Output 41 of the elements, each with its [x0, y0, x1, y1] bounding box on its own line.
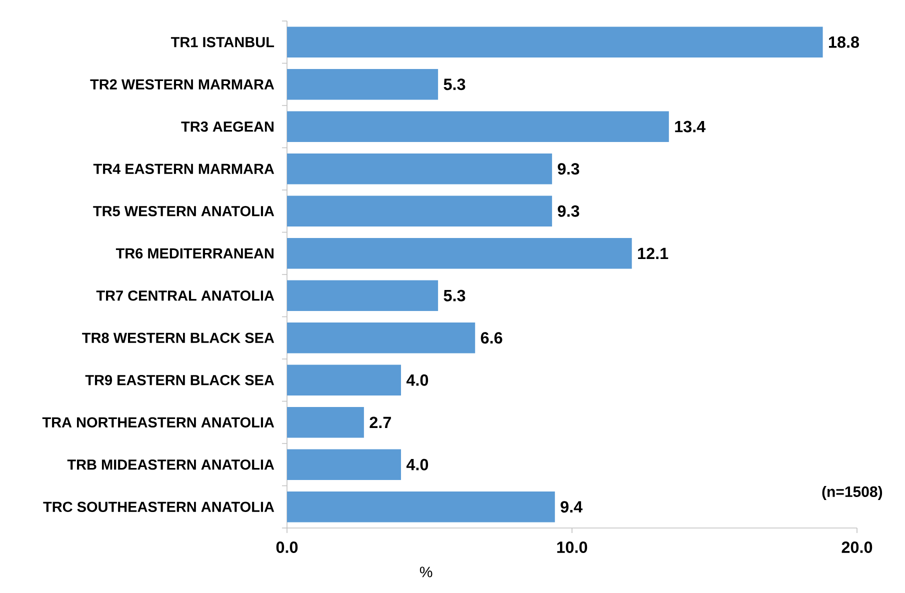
x-axis-title: %	[420, 566, 432, 578]
bar	[287, 280, 438, 312]
y-tick-label: TR4 EASTERN MARMARA	[93, 164, 274, 174]
data-label: 4.0	[406, 374, 428, 386]
y-tick-label: TR8 WESTERN BLACK SEA	[82, 332, 274, 343]
y-tick-label: TR3 AEGEAN	[181, 121, 274, 132]
data-label: 12.1	[638, 248, 668, 260]
bar	[287, 68, 438, 100]
bar	[287, 111, 669, 142]
bar	[287, 491, 555, 522]
bar	[287, 238, 632, 269]
y-tick-label: TR9 EASTERN BLACK SEA	[85, 374, 274, 386]
data-label: 2.7	[370, 416, 391, 428]
data-label: 4.0	[406, 458, 428, 470]
y-tick-label: TRB MIDEASTERN ANATOLIA	[67, 459, 274, 470]
bar	[287, 26, 823, 58]
y-tick-label: TR6 MEDITERRANEAN	[116, 248, 274, 258]
data-label: 9.3	[558, 205, 580, 217]
y-tick-label: TR5 WESTERN ANATOLIA	[93, 206, 274, 216]
bar	[287, 196, 552, 227]
annotation: (n=1508)	[822, 486, 882, 500]
x-tick-label: 10.0	[557, 542, 588, 553]
y-tick-label: TR2 WESTERN MARMARA	[90, 79, 274, 90]
data-label: 13.4	[675, 120, 706, 132]
bar	[287, 153, 552, 184]
y-tick-label: TRA NORTHEASTERN ANATOLIA	[42, 417, 274, 428]
data-label: 5.3	[444, 290, 466, 302]
data-label: 9.3	[558, 163, 580, 175]
y-tick-label: TRC SOUTHEASTERN ANATOLIA	[43, 502, 274, 512]
bar	[287, 364, 401, 396]
data-label: 6.6	[480, 332, 502, 344]
bar	[287, 449, 401, 480]
data-label: 5.3	[444, 78, 466, 90]
x-tick-label: 0.0	[276, 542, 298, 553]
data-label: 18.8	[829, 36, 860, 48]
bar	[287, 322, 476, 354]
x-tick-label: 20.0	[842, 542, 872, 553]
y-tick-label: TR1 ISTANBUL	[170, 36, 274, 48]
y-tick-label: TR7 CENTRAL ANATOLIA	[96, 290, 274, 301]
bar	[287, 406, 364, 438]
data-label: 9.4	[560, 501, 583, 513]
